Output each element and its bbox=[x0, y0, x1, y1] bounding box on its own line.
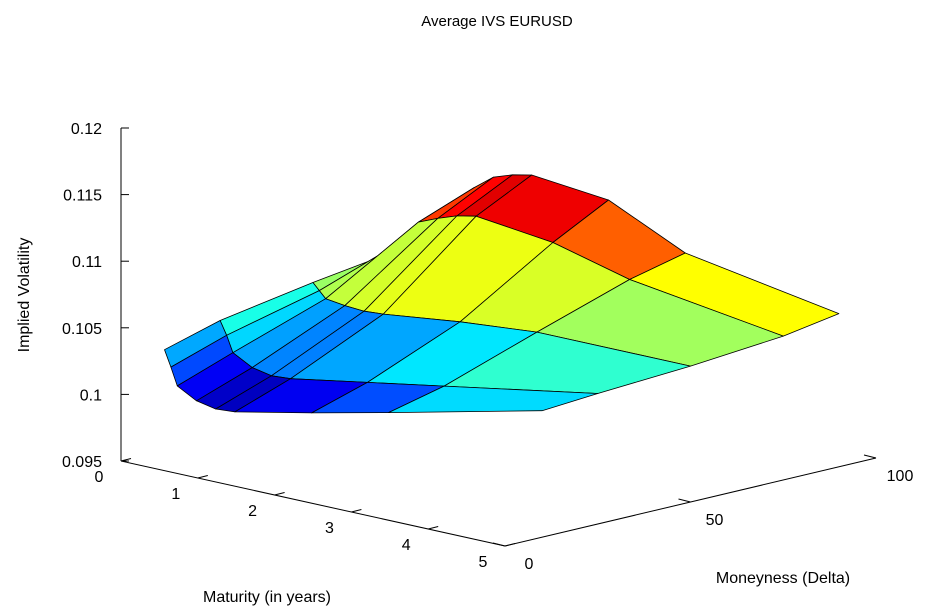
y-tick-label: 100 bbox=[887, 468, 914, 485]
x-tick-mark bbox=[197, 475, 208, 479]
x-axis-label: Maturity (in years) bbox=[203, 589, 331, 606]
y-tick-mark bbox=[863, 454, 877, 459]
y-tick-label: 0 bbox=[525, 556, 534, 573]
x-tick-label: 2 bbox=[248, 503, 257, 520]
z-axis-label: Implied Volatility bbox=[16, 238, 33, 353]
x-axis-line bbox=[120, 460, 506, 547]
y-tick-label: 50 bbox=[706, 512, 724, 529]
x-tick-label: 4 bbox=[402, 537, 411, 554]
z-tick-label: 0.095 bbox=[62, 454, 102, 471]
x-tick-mark bbox=[504, 543, 516, 547]
x-tick-label: 1 bbox=[171, 486, 180, 503]
y-tick-mark bbox=[492, 542, 506, 547]
z-tick-label: 0.1 bbox=[80, 387, 102, 404]
y-tick-mark bbox=[678, 498, 691, 503]
z-tick-label: 0.105 bbox=[62, 321, 102, 338]
x-tick-mark bbox=[428, 526, 439, 530]
x-tick-label: 3 bbox=[325, 520, 334, 537]
x-tick-mark bbox=[120, 458, 132, 462]
z-tick-label: 0.12 bbox=[71, 121, 102, 138]
x-tick-mark bbox=[351, 509, 362, 513]
x-tick-label: 0 bbox=[95, 469, 104, 486]
z-tick-label: 0.11 bbox=[72, 254, 102, 271]
z-tick-label: 0.115 bbox=[63, 188, 102, 205]
chart-title: Average IVS EURUSD bbox=[421, 13, 573, 30]
x-tick-label: 5 bbox=[479, 554, 488, 571]
surface-layer bbox=[164, 174, 840, 414]
surface-patch bbox=[388, 385, 599, 414]
x-tick-mark bbox=[274, 492, 285, 496]
y-axis-label: Moneyness (Delta) bbox=[716, 570, 850, 587]
